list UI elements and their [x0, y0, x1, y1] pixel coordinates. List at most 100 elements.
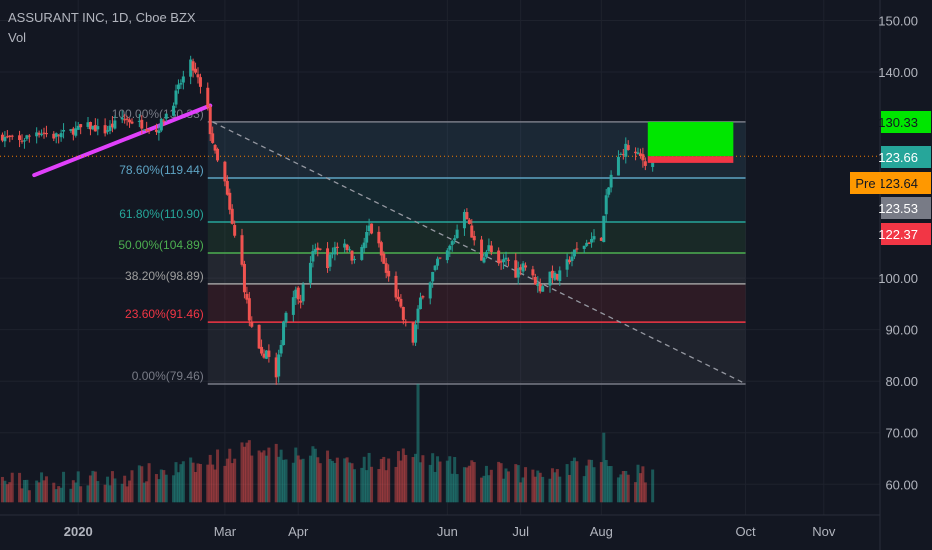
fib-level-label: 0.00%(79.46) [132, 369, 204, 383]
volume-bar [54, 489, 58, 503]
candle-body [179, 83, 183, 85]
candle-body [240, 235, 244, 265]
volume-bar [602, 432, 606, 503]
candle-body [387, 270, 391, 277]
candle-body [18, 135, 22, 141]
volume-bar [565, 464, 569, 503]
volume-bar [264, 455, 268, 503]
candle-body [467, 219, 471, 224]
trend-line[interactable] [32, 103, 213, 178]
candle-body [181, 76, 185, 83]
volume-bar [555, 469, 559, 503]
fib-level-label: 78.60%(119.44) [119, 163, 204, 177]
fib-level-label: 23.60%(91.46) [125, 307, 204, 321]
x-tick-label: Aug [590, 524, 613, 539]
volume-bar [504, 468, 508, 503]
volume-bar [326, 450, 330, 503]
volume-bar [499, 463, 503, 503]
price-tag [881, 111, 931, 133]
volume-bar [242, 446, 246, 503]
candle-body [250, 321, 254, 327]
candle-body [382, 253, 386, 264]
volume-bar [282, 459, 286, 503]
candle-body [558, 270, 562, 282]
volume-bar [159, 469, 163, 503]
volume-label[interactable]: Vol [8, 30, 27, 45]
candle-body [3, 136, 7, 142]
candle-body [86, 122, 90, 127]
target-zone[interactable] [647, 121, 734, 157]
volume-bar [250, 455, 254, 503]
volume-bar [377, 469, 381, 503]
volume-bar [541, 476, 545, 503]
symbol-title[interactable]: ASSURANT INC, 1D, Cboe BZX [8, 10, 196, 25]
volume-bar [360, 467, 364, 503]
candle-body [482, 257, 486, 263]
volume-bar [191, 462, 195, 503]
candle-body [453, 238, 457, 241]
volume-bar [194, 471, 198, 503]
volume-bar [25, 479, 29, 503]
stop-zone[interactable] [647, 156, 734, 163]
volume-bar [421, 455, 425, 503]
volume-bar [145, 481, 149, 503]
volume-bar [181, 461, 185, 503]
candle-body [416, 308, 420, 323]
candle-body [291, 297, 295, 315]
volume-bar [279, 449, 283, 503]
candle-body [414, 324, 418, 343]
candle-body [641, 154, 645, 161]
y-tick-label: 140.00 [878, 65, 918, 80]
candle-body [531, 269, 535, 276]
candle-body [470, 225, 474, 238]
candle-body [88, 122, 92, 130]
candle-body [621, 154, 625, 156]
volume-bar [5, 484, 9, 503]
volume-bar [382, 456, 386, 503]
candle-body [360, 247, 364, 260]
volume-bar [128, 480, 132, 503]
volume-bar [502, 478, 506, 503]
candle-body [162, 120, 166, 122]
fib-zone [207, 252, 746, 284]
candle-body [484, 251, 488, 257]
candle-body [159, 118, 163, 131]
volume-bar [44, 476, 48, 503]
volume-bar [37, 482, 41, 503]
price-tag [881, 223, 931, 245]
volume-bar [213, 469, 217, 503]
candle-body [206, 87, 210, 108]
volume-bar [348, 462, 352, 503]
candle-body [27, 135, 31, 137]
candle-body [643, 161, 647, 166]
candle-body [326, 248, 330, 269]
volume-bar [548, 478, 552, 503]
candle-body [401, 307, 405, 320]
drawings[interactable] [0, 103, 880, 385]
candle-body [502, 259, 506, 263]
volume-bar [52, 482, 56, 503]
candle-body [245, 293, 249, 300]
candle-body [282, 321, 286, 346]
volume-bar [467, 465, 471, 503]
x-tick-label: Oct [735, 524, 756, 539]
volume-bar [130, 470, 134, 503]
long-position-tool[interactable] [647, 121, 734, 163]
candle-body [191, 61, 195, 71]
volume-bar [62, 471, 66, 503]
candle-body [257, 324, 261, 349]
candle-body [20, 140, 24, 142]
volume-bar [35, 480, 39, 503]
candle-body [352, 258, 356, 261]
volume-bar [108, 485, 112, 503]
volume-bar [86, 485, 90, 503]
candle-body [367, 225, 371, 232]
volume-bar [624, 470, 628, 503]
candle-body [428, 282, 432, 299]
candle-body [592, 236, 596, 240]
candle-body [308, 262, 312, 283]
volume-bar [365, 470, 369, 503]
volume-bar [164, 474, 168, 503]
